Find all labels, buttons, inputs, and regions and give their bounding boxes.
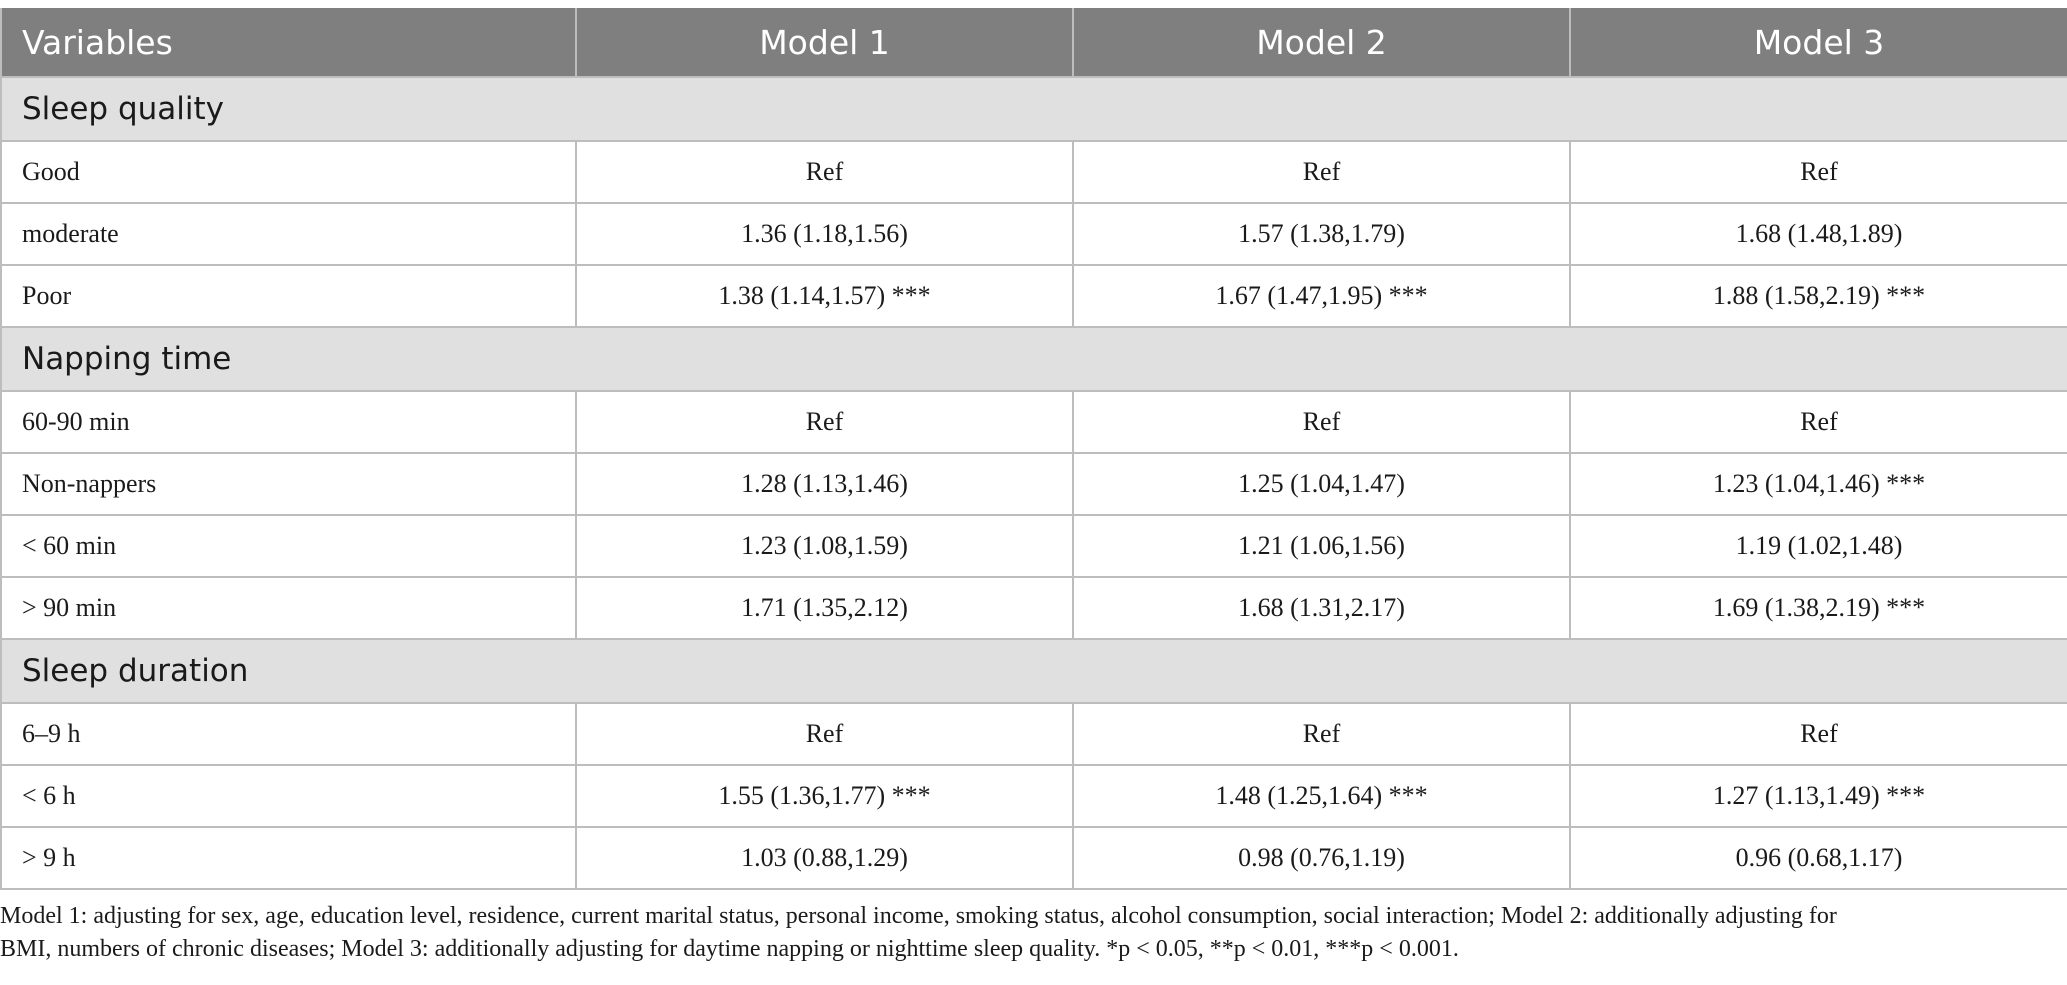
- section-title: Sleep duration: [0, 638, 2067, 704]
- header-model-2: Model 2: [1072, 8, 1571, 78]
- cell-model-1: Ref: [575, 702, 1074, 766]
- cell-model-2: 1.21 (1.06,1.56): [1072, 514, 1571, 578]
- cell-model-1: 1.71 (1.35,2.12): [575, 576, 1074, 640]
- table-row: 6–9 h Ref Ref Ref: [0, 702, 2067, 766]
- table-row: > 90 min 1.71 (1.35,2.12) 1.68 (1.31,2.1…: [0, 576, 2067, 640]
- table-row: < 6 h 1.55 (1.36,1.77) *** 1.48 (1.25,1.…: [0, 764, 2067, 828]
- cell-model-2: Ref: [1072, 140, 1571, 204]
- header-variables: Variables: [0, 8, 577, 78]
- cell-model-3: 1.19 (1.02,1.48): [1569, 514, 2067, 578]
- row-label: < 60 min: [0, 514, 577, 578]
- footnote-line-2: BMI, numbers of chronic diseases; Model …: [0, 936, 1459, 962]
- header-model-3: Model 3: [1569, 8, 2067, 78]
- cell-model-2: 0.98 (0.76,1.19): [1072, 826, 1571, 890]
- cell-model-1: 1.38 (1.14,1.57) ***: [575, 264, 1074, 328]
- table-row: < 60 min 1.23 (1.08,1.59) 1.21 (1.06,1.5…: [0, 514, 2067, 578]
- cell-model-2: 1.67 (1.47,1.95) ***: [1072, 264, 1571, 328]
- table-row: Good Ref Ref Ref: [0, 140, 2067, 204]
- table-row: moderate 1.36 (1.18,1.56) 1.57 (1.38,1.7…: [0, 202, 2067, 266]
- row-label: 60-90 min: [0, 390, 577, 454]
- cell-model-2: Ref: [1072, 702, 1571, 766]
- header-model-1: Model 1: [575, 8, 1074, 78]
- row-label: > 90 min: [0, 576, 577, 640]
- cell-model-3: 1.27 (1.13,1.49) ***: [1569, 764, 2067, 828]
- cell-model-2: 1.25 (1.04,1.47): [1072, 452, 1571, 516]
- row-label: Non-nappers: [0, 452, 577, 516]
- cell-model-1: 1.36 (1.18,1.56): [575, 202, 1074, 266]
- cell-model-1: 1.28 (1.13,1.46): [575, 452, 1074, 516]
- footnote-line-1: Model 1: adjusting for sex, age, educati…: [0, 903, 1837, 929]
- table-row: > 9 h 1.03 (0.88,1.29) 0.98 (0.76,1.19) …: [0, 826, 2067, 890]
- section-title: Napping time: [0, 326, 2067, 392]
- row-label: < 6 h: [0, 764, 577, 828]
- table-row: 60-90 min Ref Ref Ref: [0, 390, 2067, 454]
- cell-model-2: 1.48 (1.25,1.64) ***: [1072, 764, 1571, 828]
- cell-model-3: Ref: [1569, 140, 2067, 204]
- section-row-sleep-duration: Sleep duration: [0, 638, 2067, 704]
- table-row: Poor 1.38 (1.14,1.57) *** 1.67 (1.47,1.9…: [0, 264, 2067, 328]
- regression-table: Variables Model 1 Model 2 Model 3 Sleep …: [0, 8, 2067, 890]
- cell-model-2: Ref: [1072, 390, 1571, 454]
- row-label: 6–9 h: [0, 702, 577, 766]
- section-row-sleep-quality: Sleep quality: [0, 76, 2067, 142]
- cell-model-3: 1.69 (1.38,2.19) ***: [1569, 576, 2067, 640]
- row-label: moderate: [0, 202, 577, 266]
- cell-model-2: 1.57 (1.38,1.79): [1072, 202, 1571, 266]
- cell-model-1: Ref: [575, 140, 1074, 204]
- header-row: Variables Model 1 Model 2 Model 3: [0, 8, 2067, 78]
- cell-model-1: 1.55 (1.36,1.77) ***: [575, 764, 1074, 828]
- row-label: Good: [0, 140, 577, 204]
- row-label: Poor: [0, 264, 577, 328]
- cell-model-3: 1.23 (1.04,1.46) ***: [1569, 452, 2067, 516]
- section-title: Sleep quality: [0, 76, 2067, 142]
- cell-model-3: Ref: [1569, 702, 2067, 766]
- cell-model-3: 1.68 (1.48,1.89): [1569, 202, 2067, 266]
- section-row-napping-time: Napping time: [0, 326, 2067, 392]
- cell-model-3: Ref: [1569, 390, 2067, 454]
- cell-model-3: 0.96 (0.68,1.17): [1569, 826, 2067, 890]
- table-row: Non-nappers 1.28 (1.13,1.46) 1.25 (1.04,…: [0, 452, 2067, 516]
- table-footnote: Model 1: adjusting for sex, age, educati…: [0, 900, 2067, 966]
- regression-table-container: Variables Model 1 Model 2 Model 3 Sleep …: [0, 8, 2067, 890]
- cell-model-1: Ref: [575, 390, 1074, 454]
- cell-model-1: 1.23 (1.08,1.59): [575, 514, 1074, 578]
- cell-model-1: 1.03 (0.88,1.29): [575, 826, 1074, 890]
- cell-model-3: 1.88 (1.58,2.19) ***: [1569, 264, 2067, 328]
- cell-model-2: 1.68 (1.31,2.17): [1072, 576, 1571, 640]
- row-label: > 9 h: [0, 826, 577, 890]
